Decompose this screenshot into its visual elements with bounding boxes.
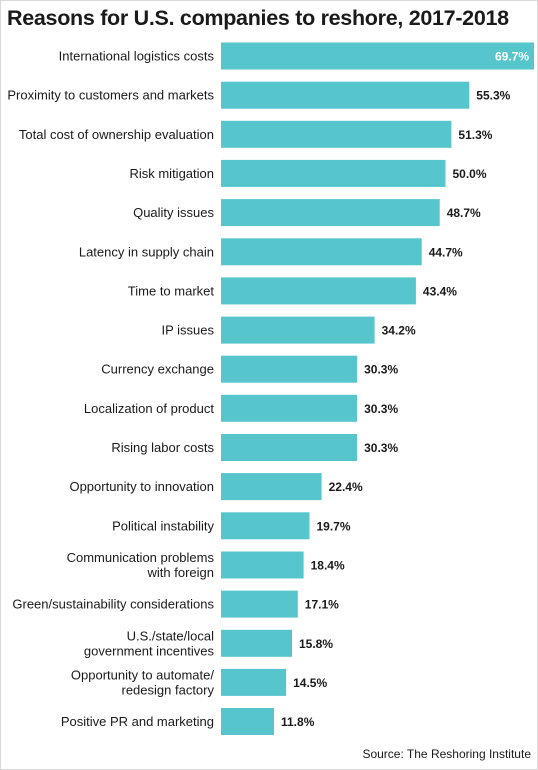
category-label: Opportunity to innovation — [69, 479, 214, 494]
value-label: 15.8% — [299, 637, 333, 651]
value-label: 44.7% — [429, 245, 463, 259]
category-label: Risk mitigation — [129, 166, 214, 181]
bar-row: U.S./state/local government incentives 15.… — [84, 628, 333, 658]
value-label: 11.8% — [281, 715, 315, 729]
bar — [221, 81, 470, 109]
category-label: Rising labor costs — [111, 440, 214, 455]
value-label: 30.3% — [364, 363, 398, 377]
bar-row: IP issues 34.2% — [161, 316, 416, 344]
value-label: 55.3% — [476, 89, 510, 103]
category-label: Quality issues — [133, 205, 214, 220]
value-label: 17.1% — [305, 598, 339, 612]
bar — [221, 277, 416, 305]
bar-row: Localization of product 30.3% — [84, 394, 398, 422]
bar-row: Risk mitigation 50.0% — [129, 159, 487, 187]
bar-row: Green/sustainability considerations 17.1% — [12, 590, 339, 618]
bar — [221, 629, 292, 657]
category-label: Opportunity to automate/redesign factory — [71, 667, 215, 697]
bar — [221, 316, 375, 344]
value-label: 19.7% — [317, 519, 351, 533]
category-label: Time to market — [128, 283, 215, 298]
category-label: Positive PR and marketing — [61, 714, 214, 729]
value-label: 30.3% — [364, 402, 398, 416]
category-label: IP issues — [161, 323, 214, 338]
bar — [221, 551, 304, 579]
category-label: Latency in supply chain — [79, 244, 214, 259]
bar-row: Quality issues 48.7% — [133, 199, 481, 227]
bar — [221, 434, 358, 461]
category-label: Communication problems with foreign — [67, 550, 215, 580]
bar — [221, 512, 310, 540]
bar — [221, 708, 274, 735]
bar-row: Time to market 43.4% — [128, 277, 457, 305]
bar — [221, 238, 422, 266]
bar — [221, 394, 358, 422]
bar-row: Rising labor costs 30.3% — [111, 434, 398, 461]
bar-row: Opportunity to automate/redesign factory… — [71, 667, 328, 697]
category-label: Currency exchange — [101, 362, 214, 377]
bar-row: Total cost of ownership evaluation 51.3% — [19, 120, 493, 148]
category-label: Green/sustainability considerations — [12, 597, 214, 612]
bar — [221, 668, 287, 696]
bar — [221, 42, 534, 70]
value-label: 34.2% — [382, 324, 416, 338]
bar-row: Political instability 19.7% — [112, 512, 351, 540]
bar-row: Proximity to customers and markets 55.3% — [7, 81, 511, 109]
bar — [221, 199, 440, 227]
source-note: Source: The Reshoring Institute — [362, 747, 531, 761]
value-label: 51.3% — [458, 128, 492, 142]
category-label: International logistics costs — [59, 49, 215, 64]
bar — [221, 473, 322, 501]
category-label: Political instability — [112, 518, 214, 533]
bar-row: Latency in supply chain 44.7% — [79, 238, 463, 266]
category-label: Localization of product — [84, 401, 214, 416]
bar — [221, 355, 358, 383]
category-label: Proximity to customers and markets — [7, 88, 214, 103]
category-label: Total cost of ownership evaluation — [19, 127, 214, 142]
bar-row: Opportunity to innovation 22.4% — [69, 473, 363, 501]
value-label: 22.4% — [329, 480, 363, 494]
bar-row: Positive PR and marketing 11.8% — [61, 708, 315, 735]
bar — [221, 159, 446, 187]
category-label: U.S./state/local government incentives — [84, 628, 215, 658]
bar — [221, 590, 298, 618]
bar — [221, 120, 452, 148]
bar-row: Communication problems with foreign 18.4% — [67, 550, 345, 580]
value-label: 48.7% — [447, 206, 481, 220]
value-label: 18.4% — [311, 559, 345, 573]
bar-row: International logistics costs 69.7% — [59, 42, 534, 70]
chart-title: Reasons for U.S. companies to reshore, 2… — [7, 6, 509, 30]
value-label: 14.5% — [293, 676, 327, 690]
value-label: 50.0% — [453, 167, 487, 181]
value-label: 30.3% — [364, 441, 398, 455]
value-label: 43.4% — [423, 284, 457, 298]
bar-row: Currency exchange 30.3% — [101, 355, 398, 383]
value-label: 69.7% — [495, 50, 529, 64]
